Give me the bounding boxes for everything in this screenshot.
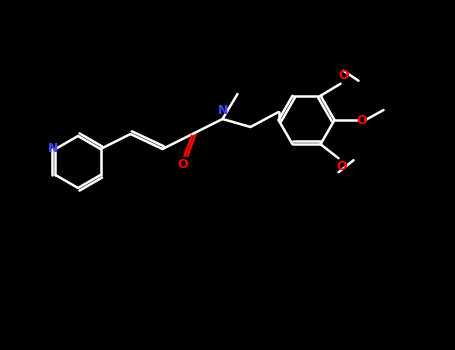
Text: N: N <box>48 141 59 154</box>
Text: O: O <box>177 158 188 170</box>
Text: O: O <box>338 69 349 82</box>
Text: O: O <box>356 113 367 126</box>
Text: O: O <box>336 160 347 173</box>
Text: N: N <box>218 105 229 118</box>
